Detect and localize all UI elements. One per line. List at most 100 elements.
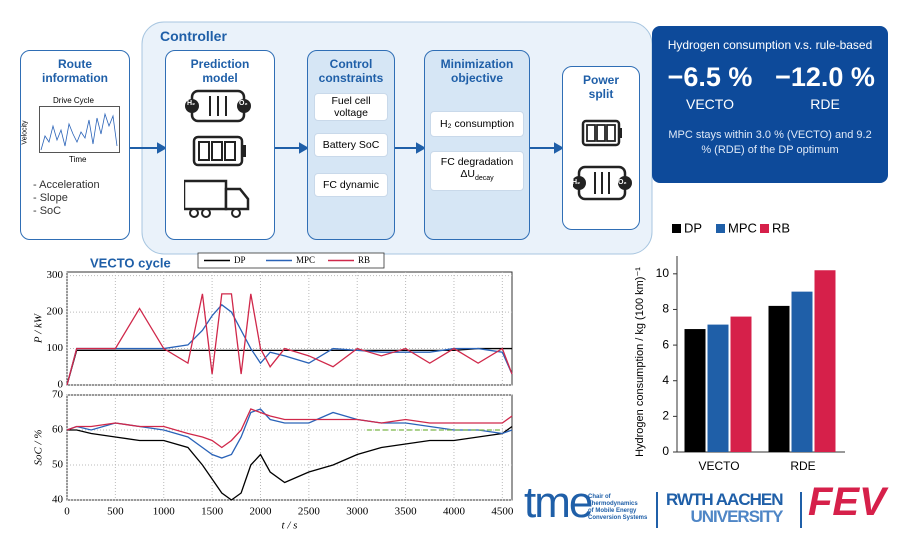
route-box: Route information Drive Cycle Velocity T… [20,50,130,240]
rwth-line: RWTH AACHEN [666,490,783,509]
x-tick-label: 0 [64,506,70,518]
y-tick-label: 70 [52,389,64,401]
y-axis-label: Hydrogen consumption / kg (100 km)⁻¹ [634,267,646,457]
highlight-value: −12.0 % [775,62,875,92]
y-tick-label: 200 [47,306,64,318]
bar [684,329,706,452]
logo-rwth: RWTH AACHEN UNIVERSITY [666,491,783,525]
mini-chart [39,106,120,153]
y-tick-label: 40 [52,494,64,506]
prediction-box: Prediction model H₂ O₂ [165,50,275,240]
series-line [66,303,513,386]
x-tick-label: 1500 [201,506,224,518]
y-tick-label: 6 [662,337,669,351]
x-tick-label: 2000 [249,506,272,518]
constraint-item: Battery SoC [314,133,388,157]
legend-label: RB [772,220,790,235]
y-axis-label: P / kW [33,313,45,344]
x-tick-label: 2500 [298,506,321,518]
logo-divider [656,492,658,528]
highlight-box [652,26,888,183]
route-items: - Acceleration - Slope - SoC [33,179,100,218]
legend-label: MPC [296,255,315,265]
x-tick-label: 500 [107,506,124,518]
highlight-title: Hydrogen consumption v.s. rule-based [667,38,873,52]
icon-label: O₂ [239,100,248,107]
constraints-box: Control constraints Fuel cell voltage Ba… [307,50,395,240]
y-tick-label: 60 [52,424,64,436]
y-tick-label: 10 [656,266,670,280]
icon-label: H₂ [572,179,581,186]
rwth-line: UNIVERSITY [690,507,783,526]
objective-text: FC degradation [440,156,514,169]
highlight-value: −6.5 % [667,62,753,92]
route-title: Route information [42,57,108,85]
legend-swatch [672,224,681,233]
constraint-item: Fuel cell voltage [314,93,388,121]
x-tick-label: 3000 [346,506,369,518]
y-tick-label: 0 [662,444,669,458]
y-axis-label: SoC / % [33,429,45,465]
objective-symbol: ΔU [460,168,475,181]
power-split-box: Power split H₂ O₂ [562,66,640,230]
logo-divider [800,492,802,528]
caption-line: Thermodynamics [588,501,638,507]
y-tick-label: 4 [662,373,669,387]
highlight-label: VECTO [686,96,734,112]
series-line [66,408,513,449]
highlight-label: RDE [810,96,840,112]
highlight-note: MPC stays within 3.0 % (VECTO) and 9.2 %… [668,129,872,156]
logo-fev: FEV [808,480,886,524]
power-split-title: Power split [582,73,619,101]
route-item: - Acceleration [33,179,100,191]
bar [791,291,813,452]
objective-item: H₂ consumption [430,111,524,137]
mini-x-label: Time [69,155,87,164]
x-tick-label: 4000 [443,506,466,518]
y-tick-label: 100 [47,342,64,354]
caption-line: of Mobile Energy [588,508,637,514]
prediction-title: Prediction model [190,57,250,85]
objective-title: Minimization objective [440,57,514,85]
plot-area [66,271,513,386]
bar [730,316,752,452]
objective-subscript: decay [474,175,494,183]
route-item: - SoC [33,205,62,217]
logo-tme-caption: Chair of Thermodynamics of Mobile Energy Co… [588,494,647,522]
x-tick-label: 3500 [395,506,418,518]
legend-swatch [760,224,769,233]
caption-line: Chair of [588,494,611,500]
legend-swatch [716,224,725,233]
series-line [66,293,513,386]
x-tick-label: VECTO [698,459,739,473]
chart-title: VECTO cycle [90,255,171,270]
plot-area [66,394,513,501]
legend-label: DP [234,255,246,265]
y-tick-label: 8 [662,302,669,316]
icon-label: H₂ [187,100,196,107]
x-tick-label: RDE [790,459,815,473]
y-tick-label: 0 [58,379,64,391]
bar [707,324,729,452]
logo-tme: tme [524,478,593,527]
x-axis-label: t / s [282,520,298,532]
series-line [66,347,512,386]
route-item: - Slope [33,192,68,204]
caption-line: Conversion Systems [588,515,648,521]
icon-label: O₂ [618,179,627,186]
objective-box: Minimization objective H₂ consumption FC… [424,50,530,240]
x-tick-label: 1000 [153,506,176,518]
constraints-title: Control constraints [318,57,384,85]
arrows [130,142,565,154]
y-tick-label: 50 [52,459,64,471]
prediction-icons [184,89,251,218]
power-split-icons [573,119,632,201]
bar [768,305,790,452]
bar [814,270,836,452]
constraint-item: FC dynamic [314,173,388,197]
legend-label: DP [684,220,702,235]
x-tick-label: 4500 [491,506,514,518]
series-line [67,425,513,501]
